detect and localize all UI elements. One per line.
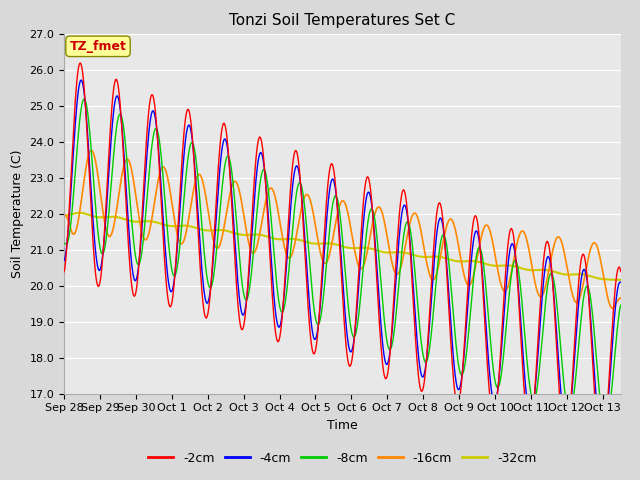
Text: TZ_fmet: TZ_fmet	[70, 40, 127, 53]
Legend: -2cm, -4cm, -8cm, -16cm, -32cm: -2cm, -4cm, -8cm, -16cm, -32cm	[143, 447, 541, 469]
Y-axis label: Soil Temperature (C): Soil Temperature (C)	[11, 149, 24, 278]
X-axis label: Time: Time	[327, 419, 358, 432]
Title: Tonzi Soil Temperatures Set C: Tonzi Soil Temperatures Set C	[229, 13, 456, 28]
